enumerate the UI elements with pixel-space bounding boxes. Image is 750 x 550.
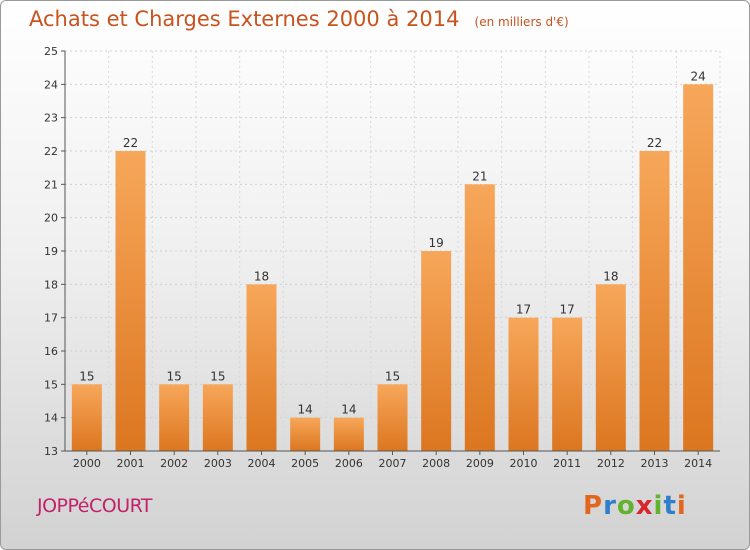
logo-letter: r — [603, 491, 617, 521]
logo-letter: i — [676, 491, 687, 521]
x-tick-label: 2012 — [597, 457, 625, 470]
bar — [115, 151, 146, 451]
y-tick-label: 18 — [44, 278, 58, 291]
bar — [595, 284, 626, 451]
bar — [421, 251, 452, 451]
bar — [639, 151, 670, 451]
x-tick-label: 2010 — [510, 457, 538, 470]
y-tick-label: 24 — [44, 78, 58, 91]
data-label: 15 — [79, 369, 94, 383]
data-label: 15 — [385, 369, 400, 383]
y-tick-label: 17 — [44, 312, 58, 325]
x-tick-label: 2003 — [204, 457, 232, 470]
y-tick-label: 16 — [44, 345, 58, 358]
data-label: 22 — [647, 136, 662, 150]
x-tick-label: 2014 — [684, 457, 712, 470]
bar — [202, 384, 233, 451]
data-label: 24 — [691, 69, 706, 83]
data-label: 19 — [429, 236, 444, 250]
data-label: 18 — [603, 269, 618, 283]
y-tick-label: 20 — [44, 212, 58, 225]
logo-letter: o — [616, 491, 636, 521]
bar — [464, 184, 495, 452]
bar — [683, 84, 714, 451]
proxiti-logo: Proxiti — [583, 491, 687, 521]
x-tick-label: 2013 — [641, 457, 669, 470]
logo-letter: x — [635, 491, 654, 521]
data-label: 15 — [210, 369, 225, 383]
x-tick-label: 2008 — [422, 457, 450, 470]
chart-title: Achats et Charges Externes 2000 à 2014 — [29, 7, 460, 31]
logo-letter: t — [663, 491, 677, 521]
logo-letter: P — [583, 491, 604, 521]
x-tick-label: 2006 — [335, 457, 363, 470]
y-tick-label: 19 — [44, 245, 58, 258]
y-tick-label: 13 — [44, 445, 58, 458]
bar — [159, 384, 190, 451]
bar — [377, 384, 408, 451]
x-tick-label: 2005 — [291, 457, 319, 470]
bar — [246, 284, 277, 451]
data-label: 22 — [123, 136, 138, 150]
x-tick-label: 2011 — [553, 457, 581, 470]
y-tick-label: 22 — [44, 145, 58, 158]
y-tick-label: 25 — [44, 45, 58, 58]
data-label: 17 — [516, 303, 531, 317]
chart-unit: (en milliers d'€) — [474, 15, 569, 29]
title-row: Achats et Charges Externes 2000 à 2014 (… — [29, 7, 569, 31]
x-tick-label: 2004 — [248, 457, 276, 470]
x-tick-label: 2001 — [117, 457, 145, 470]
bar — [290, 417, 321, 451]
x-tick-label: 2009 — [466, 457, 494, 470]
bar — [71, 384, 102, 451]
x-tick-label: 2007 — [379, 457, 407, 470]
data-label: 18 — [254, 269, 269, 283]
y-tick-label: 15 — [44, 378, 58, 391]
data-label: 14 — [298, 403, 313, 417]
bar — [333, 417, 364, 451]
data-label: 21 — [472, 169, 487, 183]
x-tick-label: 2000 — [73, 457, 101, 470]
data-label: 15 — [167, 369, 182, 383]
data-label: 14 — [341, 403, 356, 417]
y-tick-label: 21 — [44, 178, 58, 191]
bar — [508, 317, 539, 451]
logo-letter: i — [653, 491, 664, 521]
commune-name: JOPPéCOURT — [37, 495, 153, 517]
data-label: 17 — [560, 303, 575, 317]
y-tick-label: 14 — [44, 412, 58, 425]
bar — [552, 317, 583, 451]
bars: 15 22 15 15 18 14 14 15 19 21 17 17 18 22 24 — [71, 69, 714, 452]
x-tick-label: 2002 — [160, 457, 188, 470]
axes: 13 14 15 16 17 18 19 20 21 22 23 24 25 2000 2001 2002 20… — [44, 45, 720, 470]
y-tick-label: 23 — [44, 112, 58, 125]
